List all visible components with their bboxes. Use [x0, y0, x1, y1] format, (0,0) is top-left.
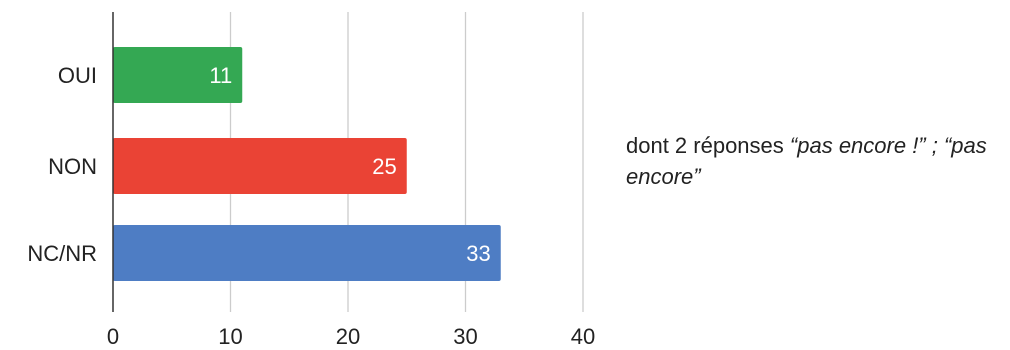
- category-labels: OUI NON NC/NR: [27, 63, 97, 266]
- value-label-nc-nr: 33: [466, 241, 490, 266]
- x-tick-label-20: 20: [336, 324, 360, 349]
- annotation-note: dont 2 réponses “pas encore !” ; “pas en…: [626, 130, 1006, 192]
- x-tick-label-10: 10: [218, 324, 242, 349]
- category-label-oui: OUI: [58, 63, 97, 88]
- bar-nc-nr: [113, 225, 501, 281]
- value-label-oui: 11: [209, 63, 232, 88]
- value-labels: 11 25 33: [209, 63, 490, 266]
- bar-non: [113, 138, 407, 194]
- annotation-quote: “pas encore !” ; “pas encore”: [626, 133, 987, 189]
- value-label-non: 25: [372, 154, 396, 179]
- category-label-nc-nr: NC/NR: [27, 241, 97, 266]
- annotation-text: dont 2 réponses: [626, 133, 790, 158]
- x-tick-label-40: 40: [571, 324, 595, 349]
- x-tick-label-0: 0: [107, 324, 119, 349]
- category-label-non: NON: [48, 154, 97, 179]
- x-tick-label-30: 30: [453, 324, 477, 349]
- bars: [113, 47, 501, 281]
- x-tick-labels: 0 10 20 30 40: [107, 324, 595, 349]
- bar-oui: [113, 47, 243, 103]
- bar-chart: OUI NON NC/NR 0 10 20 30 40 11 25 33: [27, 12, 595, 349]
